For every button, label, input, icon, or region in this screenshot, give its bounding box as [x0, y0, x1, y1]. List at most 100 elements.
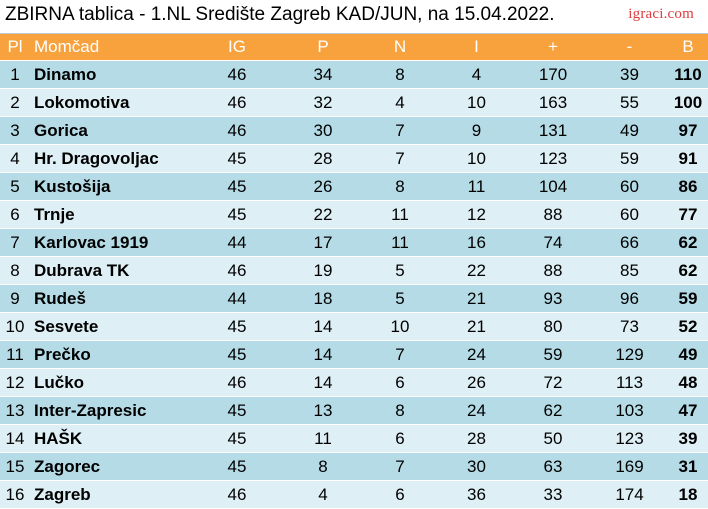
- cell-wins: 14: [284, 368, 362, 397]
- cell-played: 46: [190, 368, 284, 397]
- cell-team: Hr. Dragovoljac: [30, 144, 190, 173]
- cell-team: Prečko: [30, 340, 190, 369]
- table-row: 14 HAŠK 45 11 6 28 50 123 39: [0, 424, 708, 453]
- cell-wins: 14: [284, 340, 362, 369]
- cell-played: 44: [190, 228, 284, 257]
- cell-position: 15: [0, 452, 30, 481]
- cell-losses: 21: [438, 284, 515, 313]
- column-header-minus: -: [591, 34, 668, 61]
- cell-goals-for: 88: [515, 200, 591, 229]
- table-row: 8 Dubrava TK 46 19 5 22 88 85 62: [0, 256, 708, 285]
- column-header-plus: +: [515, 34, 591, 61]
- cell-position: 14: [0, 424, 30, 453]
- cell-goals-against: 66: [591, 228, 668, 257]
- cell-draws: 5: [362, 284, 438, 313]
- column-header-p: P: [284, 34, 362, 61]
- cell-team: Dubrava TK: [30, 256, 190, 285]
- cell-wins: 28: [284, 144, 362, 173]
- cell-points: 18: [668, 480, 708, 509]
- cell-draws: 5: [362, 256, 438, 285]
- cell-played: 46: [190, 116, 284, 145]
- cell-draws: 6: [362, 424, 438, 453]
- cell-played: 45: [190, 312, 284, 341]
- cell-wins: 32: [284, 88, 362, 117]
- cell-team: Lučko: [30, 368, 190, 397]
- cell-goals-for: 123: [515, 144, 591, 173]
- cell-points: 62: [668, 256, 708, 285]
- cell-losses: 30: [438, 452, 515, 481]
- cell-wins: 8: [284, 452, 362, 481]
- cell-wins: 30: [284, 116, 362, 145]
- cell-position: 8: [0, 256, 30, 285]
- cell-goals-for: 131: [515, 116, 591, 145]
- cell-played: 44: [190, 284, 284, 313]
- cell-draws: 7: [362, 116, 438, 145]
- cell-played: 45: [190, 144, 284, 173]
- cell-goals-against: 174: [591, 480, 668, 509]
- cell-team: Gorica: [30, 116, 190, 145]
- cell-draws: 8: [362, 60, 438, 89]
- cell-goals-against: 96: [591, 284, 668, 313]
- cell-losses: 28: [438, 424, 515, 453]
- cell-team: Zagreb: [30, 480, 190, 509]
- cell-losses: 21: [438, 312, 515, 341]
- cell-wins: 14: [284, 312, 362, 341]
- cell-goals-for: 80: [515, 312, 591, 341]
- cell-position: 3: [0, 116, 30, 145]
- cell-losses: 10: [438, 88, 515, 117]
- cell-team: Trnje: [30, 200, 190, 229]
- cell-losses: 4: [438, 60, 515, 89]
- cell-points: 91: [668, 144, 708, 173]
- cell-goals-for: 104: [515, 172, 591, 201]
- cell-team: Karlovac 1919: [30, 228, 190, 257]
- cell-position: 10: [0, 312, 30, 341]
- brand-logo[interactable]: igraci.com: [628, 6, 694, 22]
- table-row: 7 Karlovac 1919 44 17 11 16 74 66 62: [0, 228, 708, 257]
- cell-goals-for: 88: [515, 256, 591, 285]
- cell-played: 46: [190, 480, 284, 509]
- cell-points: 39: [668, 424, 708, 453]
- cell-played: 46: [190, 88, 284, 117]
- table-row: 9 Rudeš 44 18 5 21 93 96 59: [0, 284, 708, 313]
- cell-wins: 4: [284, 480, 362, 509]
- cell-losses: 12: [438, 200, 515, 229]
- cell-position: 9: [0, 284, 30, 313]
- cell-goals-for: 170: [515, 60, 591, 89]
- cell-points: 48: [668, 368, 708, 397]
- cell-points: 52: [668, 312, 708, 341]
- title-bar: ZBIRNA tablica - 1.NL Središte Zagreb KA…: [0, 0, 708, 34]
- cell-team: Kustošija: [30, 172, 190, 201]
- cell-team: Zagorec: [30, 452, 190, 481]
- cell-wins: 34: [284, 60, 362, 89]
- cell-position: 13: [0, 396, 30, 425]
- cell-goals-for: 74: [515, 228, 591, 257]
- cell-goals-against: 60: [591, 200, 668, 229]
- column-header-i: I: [438, 34, 515, 61]
- cell-goals-for: 163: [515, 88, 591, 117]
- cell-goals-against: 49: [591, 116, 668, 145]
- cell-goals-against: 123: [591, 424, 668, 453]
- cell-position: 6: [0, 200, 30, 229]
- cell-draws: 10: [362, 312, 438, 341]
- cell-draws: 11: [362, 200, 438, 229]
- cell-draws: 6: [362, 368, 438, 397]
- table-row: 13 Inter-Zapresic 45 13 8 24 62 103 47: [0, 396, 708, 425]
- cell-team: Inter-Zapresic: [30, 396, 190, 425]
- cell-played: 45: [190, 424, 284, 453]
- cell-goals-against: 60: [591, 172, 668, 201]
- table-row: 5 Kustošija 45 26 8 11 104 60 86: [0, 172, 708, 201]
- cell-position: 2: [0, 88, 30, 117]
- column-header-ig: IG: [190, 34, 284, 61]
- cell-points: 59: [668, 284, 708, 313]
- cell-points: 62: [668, 228, 708, 257]
- cell-draws: 11: [362, 228, 438, 257]
- column-header-pl: Pl: [0, 34, 30, 61]
- table-row: 12 Lučko 46 14 6 26 72 113 48: [0, 368, 708, 397]
- cell-goals-for: 50: [515, 424, 591, 453]
- column-header-team: Momčad: [30, 34, 190, 61]
- cell-draws: 7: [362, 340, 438, 369]
- cell-losses: 36: [438, 480, 515, 509]
- table-row: 4 Hr. Dragovoljac 45 28 7 10 123 59 91: [0, 144, 708, 173]
- cell-goals-for: 93: [515, 284, 591, 313]
- standings-table: Pl Momčad IG P N I + - B 1 Dinamo 46 34 8 4 17…: [0, 34, 708, 509]
